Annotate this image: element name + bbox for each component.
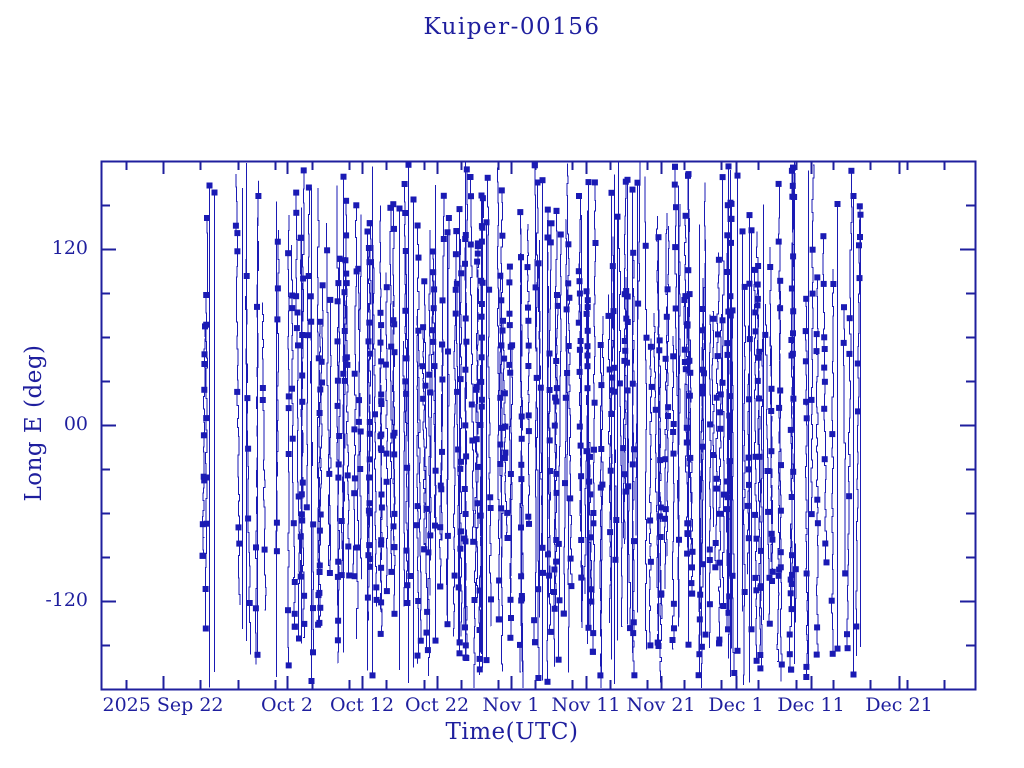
series-trace — [416, 225, 422, 642]
series-trace — [617, 162, 623, 627]
data-markers — [199, 162, 864, 685]
series-trace — [470, 177, 475, 543]
y-tick-label-group: 120 00 -120 — [0, 0, 88, 768]
series-trace — [714, 252, 720, 568]
series-trace — [708, 314, 712, 649]
series-trace — [496, 167, 500, 620]
series-trace — [534, 165, 540, 679]
series-trace — [235, 173, 241, 606]
series-trace — [805, 298, 809, 678]
series-trace — [653, 313, 660, 643]
x-tick-label: 2025 Sep 22 — [102, 694, 224, 716]
series-trace — [656, 216, 663, 619]
series-trace — [648, 338, 653, 646]
series-trace — [416, 316, 420, 664]
series-trace — [843, 307, 846, 574]
series-trace — [509, 345, 514, 639]
series-trace — [683, 300, 689, 555]
series-trace — [328, 299, 332, 573]
series-trace — [700, 182, 706, 688]
series-trace — [778, 183, 783, 682]
x-tick-label: Dec 21 — [865, 694, 933, 716]
series-trace — [557, 234, 562, 660]
series-trace — [389, 207, 393, 572]
series-trace — [769, 247, 773, 581]
series-trace — [753, 269, 758, 661]
y-tick-label: 00 — [63, 413, 88, 435]
series-trace — [810, 164, 815, 515]
series-trace — [831, 269, 835, 655]
series-trace — [385, 272, 388, 592]
series-trace — [846, 170, 853, 649]
series-trace — [742, 286, 746, 686]
series-trace — [326, 222, 330, 567]
x-tick-label: Dec 1 — [708, 694, 764, 716]
series-trace — [760, 338, 764, 669]
series-trace — [402, 341, 406, 607]
series-trace — [287, 214, 290, 666]
series-trace — [452, 278, 457, 637]
series-trace — [599, 345, 603, 676]
series-trace — [392, 204, 396, 615]
series-trace — [632, 252, 635, 676]
x-tick-label: Nov 21 — [626, 694, 696, 716]
x-tick-label: Oct 22 — [404, 694, 470, 716]
series-trace — [423, 281, 428, 651]
x-tick-label: Dec 11 — [777, 694, 845, 716]
series-trace — [459, 239, 463, 637]
series-trace — [295, 192, 300, 639]
series-trace — [204, 218, 209, 629]
x-tick-label: Oct 2 — [261, 694, 313, 716]
series-trace — [855, 206, 861, 656]
y-tick-label: 120 — [51, 237, 88, 259]
series-trace — [345, 273, 350, 576]
series-trace — [487, 177, 492, 627]
x-tick-label: Nov 11 — [551, 694, 621, 716]
series-trace — [317, 187, 320, 626]
y-tick-label: -120 — [45, 589, 88, 611]
page-title: Kuiper-00156 — [423, 14, 601, 40]
series-trace — [711, 310, 715, 528]
series-trace — [372, 245, 378, 607]
x-tick-label: Nov 1 — [482, 694, 540, 716]
series-trace — [306, 187, 310, 508]
series-trace — [352, 205, 358, 577]
series-trace — [756, 231, 762, 555]
series-trace — [336, 185, 339, 641]
series-trace — [566, 163, 573, 587]
series-trace — [533, 182, 539, 643]
series-trace — [592, 182, 597, 653]
x-tick-label: Oct 12 — [329, 694, 395, 716]
series-trace — [427, 229, 431, 676]
series-trace — [341, 260, 347, 576]
series-trace — [403, 184, 409, 604]
series-trace — [565, 219, 570, 673]
series-trace — [731, 310, 735, 674]
series-trace — [261, 302, 267, 611]
x-axis-title: Time(UTC) — [445, 719, 579, 745]
